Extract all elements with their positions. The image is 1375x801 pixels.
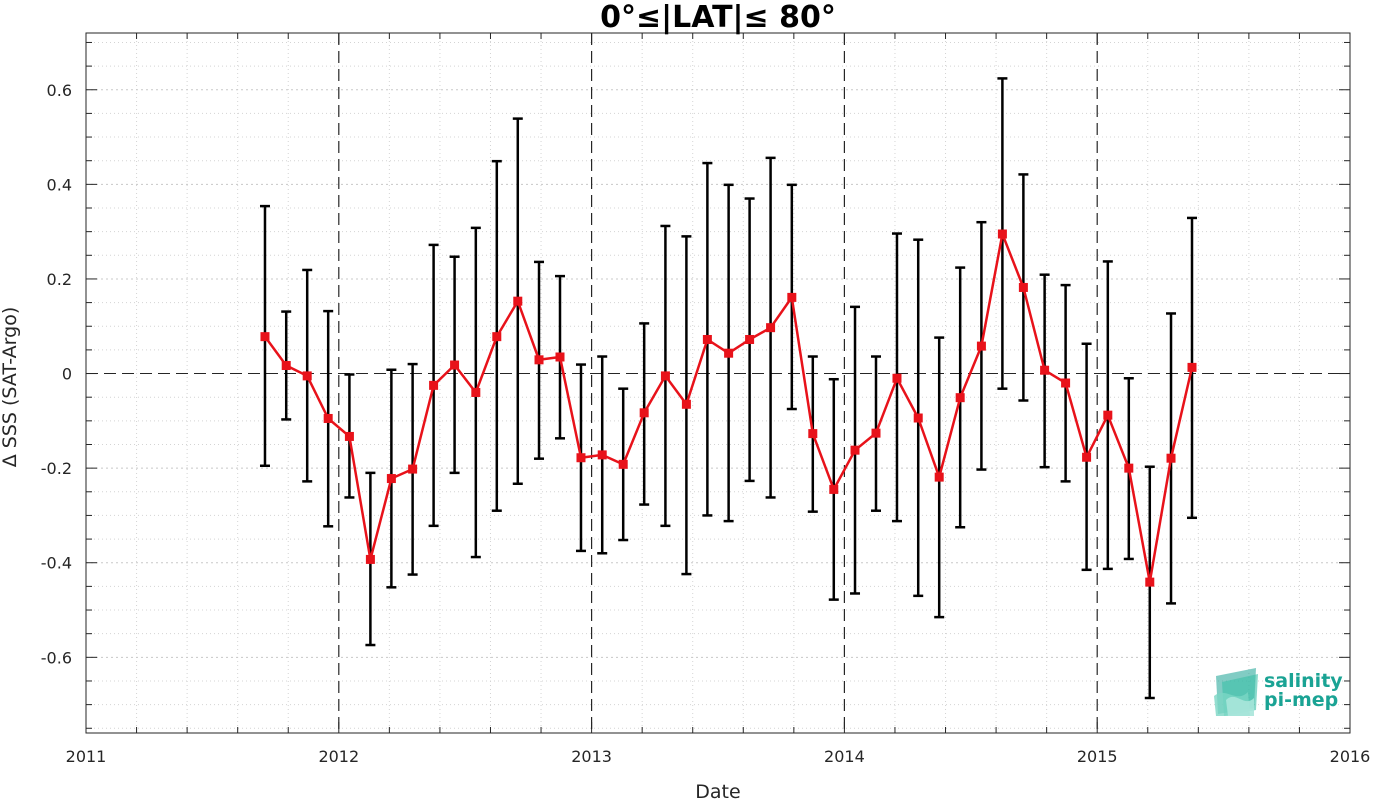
data-point-marker xyxy=(871,428,881,438)
y-tick-label: 0.2 xyxy=(47,270,72,289)
y-tick-label: 0.4 xyxy=(47,175,72,194)
data-point-marker xyxy=(997,229,1007,239)
data-point-marker xyxy=(1166,453,1176,463)
data-point-marker xyxy=(344,431,354,441)
data-point-marker xyxy=(1124,463,1134,473)
data-point-marker xyxy=(892,373,902,383)
chart-title: 0°≤|LAT|≤ 80° xyxy=(600,0,836,35)
data-point-marker xyxy=(681,399,691,409)
y-tick-label: -0.2 xyxy=(41,459,72,478)
data-point-marker xyxy=(323,413,333,423)
logo-text-pi-mep: pi-mep xyxy=(1264,689,1338,711)
plot-frame xyxy=(85,32,1351,734)
data-point-marker xyxy=(1103,410,1113,420)
data-point-marker xyxy=(597,450,607,460)
data-point-marker xyxy=(281,361,291,370)
data-point-marker xyxy=(766,323,776,333)
data-point-marker xyxy=(618,459,628,469)
major-grid xyxy=(86,89,1350,658)
data-point-marker xyxy=(1061,378,1071,388)
data-point-marker xyxy=(934,472,944,482)
x-tick-label: 2013 xyxy=(571,747,612,766)
data-point-marker xyxy=(1018,282,1028,292)
data-point-marker xyxy=(850,445,860,455)
minor-grid xyxy=(86,33,1350,733)
data-point-marker xyxy=(302,371,312,381)
data-point-marker xyxy=(471,387,481,397)
data-point-marker xyxy=(492,332,502,342)
y-tick-label: 0 xyxy=(62,365,72,384)
data-point-marker xyxy=(702,334,712,344)
data-point-marker xyxy=(408,464,418,474)
year-divider-lines xyxy=(338,33,1098,733)
y-tick-label: -0.4 xyxy=(41,554,72,573)
data-point-marker xyxy=(386,474,396,484)
x-tick-label: 2015 xyxy=(1077,747,1118,766)
data-point-marker xyxy=(1145,577,1155,587)
data-point-marker xyxy=(913,413,923,423)
salinity-pi-mep-logo: salinity pi-mep xyxy=(1214,668,1343,716)
x-tick-label: 2016 xyxy=(1330,747,1371,766)
data-point-marker xyxy=(639,408,649,418)
data-point-marker xyxy=(576,453,586,463)
data-point-marker xyxy=(513,296,523,306)
data-point-marker xyxy=(1187,362,1197,372)
y-tick-label: -0.6 xyxy=(41,648,72,667)
data-point-marker xyxy=(365,554,375,564)
x-tick-label: 2012 xyxy=(318,747,359,766)
data-markers xyxy=(260,229,1197,587)
data-point-marker xyxy=(555,352,565,362)
x-tick-label: 2014 xyxy=(824,747,865,766)
data-point-marker xyxy=(534,355,544,365)
data-point-marker xyxy=(1082,452,1092,462)
data-point-marker xyxy=(724,348,734,358)
logo-text-salinity: salinity xyxy=(1264,670,1343,692)
data-point-marker xyxy=(787,292,797,302)
data-point-marker xyxy=(976,341,986,351)
y-tick-label: 0.6 xyxy=(47,81,72,100)
wave-logo-icon xyxy=(1214,668,1258,716)
data-point-marker xyxy=(1040,365,1050,375)
y-tick-labels: -0.6 -0.4 -0.2 0 0.2 0.4 0.6 xyxy=(41,81,72,668)
data-point-marker xyxy=(955,393,965,403)
y-axis-label: Δ SSS (SAT-Argo) xyxy=(0,307,21,467)
x-tick-labels: 2011 2012 2013 2014 2015 2016 xyxy=(66,747,1371,766)
data-point-marker xyxy=(808,429,818,439)
x-axis-label: Date xyxy=(695,781,740,801)
data-point-marker xyxy=(429,380,439,390)
data-point-marker xyxy=(450,360,460,370)
data-point-marker xyxy=(829,484,839,494)
data-point-marker xyxy=(260,332,270,342)
data-point-marker xyxy=(660,371,670,381)
x-tick-label: 2011 xyxy=(66,747,107,766)
data-point-marker xyxy=(745,334,755,344)
